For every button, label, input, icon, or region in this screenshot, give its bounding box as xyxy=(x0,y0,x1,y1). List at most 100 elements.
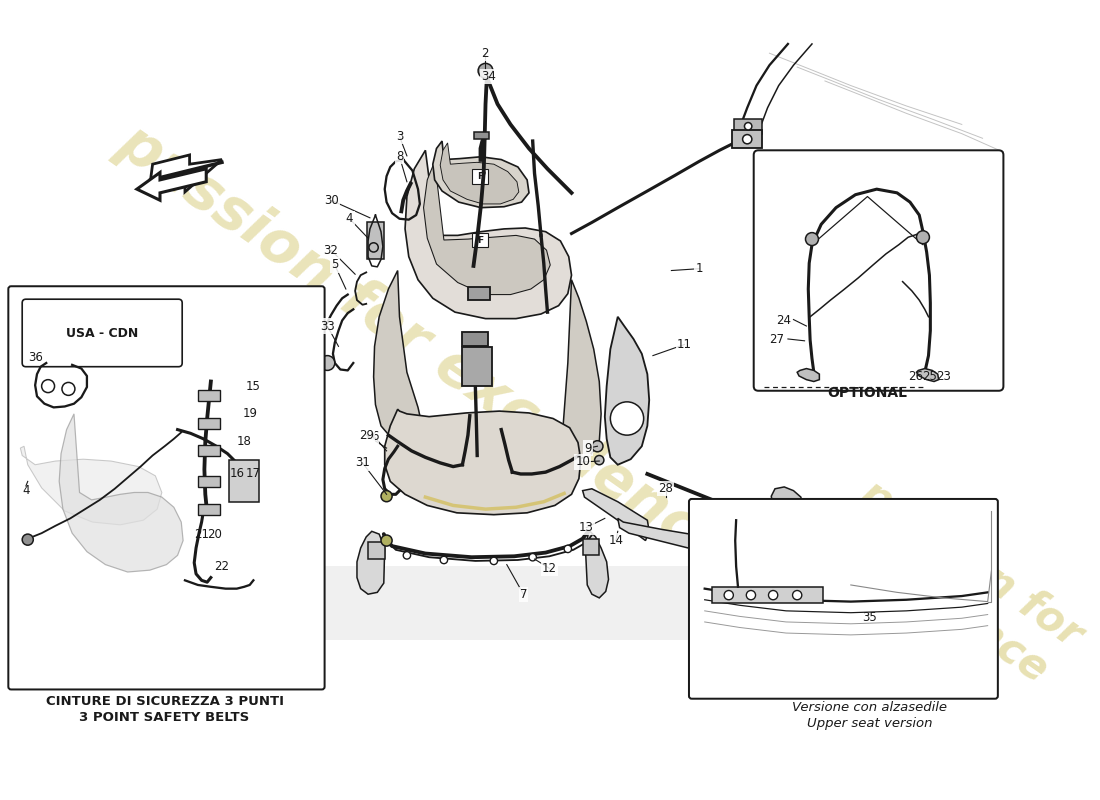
Polygon shape xyxy=(405,150,572,318)
Text: 30: 30 xyxy=(323,194,339,206)
Text: 6: 6 xyxy=(371,430,378,443)
Text: 14: 14 xyxy=(608,534,624,547)
Bar xyxy=(462,347,492,386)
Bar xyxy=(931,173,958,189)
Text: 18: 18 xyxy=(236,435,252,448)
Circle shape xyxy=(592,441,603,452)
Text: USA - CDN: USA - CDN xyxy=(66,327,138,340)
Text: F: F xyxy=(477,235,483,245)
Text: 19: 19 xyxy=(242,407,257,420)
Polygon shape xyxy=(562,280,601,460)
Circle shape xyxy=(381,535,392,546)
Polygon shape xyxy=(59,414,183,572)
Circle shape xyxy=(478,63,493,78)
Text: CINTURE DI SICUREZZA 3 PUNTI: CINTURE DI SICUREZZA 3 PUNTI xyxy=(45,695,284,708)
Text: 5: 5 xyxy=(331,258,339,271)
Text: 12: 12 xyxy=(542,562,557,575)
Polygon shape xyxy=(358,531,385,594)
Polygon shape xyxy=(150,155,222,192)
Bar xyxy=(733,130,762,149)
Bar xyxy=(462,331,488,346)
Bar xyxy=(198,476,220,487)
Bar xyxy=(472,233,488,247)
Circle shape xyxy=(42,380,55,393)
Circle shape xyxy=(610,402,643,435)
Polygon shape xyxy=(618,518,700,550)
Text: 8: 8 xyxy=(396,150,404,163)
Text: 23: 23 xyxy=(936,370,950,383)
Text: 31: 31 xyxy=(355,456,370,470)
Circle shape xyxy=(62,382,75,395)
Bar xyxy=(198,390,220,401)
Circle shape xyxy=(22,534,33,545)
Polygon shape xyxy=(583,489,649,541)
Text: 35: 35 xyxy=(862,611,877,624)
Text: Versione con alzasedile: Versione con alzasedile xyxy=(792,702,947,714)
Bar xyxy=(198,503,220,514)
Text: 28: 28 xyxy=(659,482,673,495)
Circle shape xyxy=(529,554,537,561)
Bar xyxy=(583,538,600,555)
Polygon shape xyxy=(424,162,550,294)
Text: 17: 17 xyxy=(246,467,261,481)
Polygon shape xyxy=(374,270,424,448)
Bar xyxy=(229,460,258,502)
Text: 25: 25 xyxy=(922,370,937,383)
Polygon shape xyxy=(585,531,608,598)
FancyBboxPatch shape xyxy=(9,286,324,690)
FancyBboxPatch shape xyxy=(754,150,1003,390)
Text: 20: 20 xyxy=(207,527,222,541)
Text: 13: 13 xyxy=(579,521,594,534)
FancyBboxPatch shape xyxy=(689,499,998,698)
Circle shape xyxy=(404,552,410,559)
Circle shape xyxy=(368,242,378,252)
Bar xyxy=(735,119,762,134)
Circle shape xyxy=(595,455,604,465)
Circle shape xyxy=(491,558,497,565)
Text: 4: 4 xyxy=(22,484,30,497)
Circle shape xyxy=(805,233,818,246)
Text: 3 POINT SAFETY BELTS: 3 POINT SAFETY BELTS xyxy=(79,710,250,724)
Circle shape xyxy=(769,590,778,600)
Circle shape xyxy=(792,590,802,600)
Text: 24: 24 xyxy=(776,314,791,327)
Text: 15: 15 xyxy=(246,380,261,393)
Circle shape xyxy=(564,545,572,553)
Circle shape xyxy=(320,356,334,370)
Text: 32: 32 xyxy=(323,244,339,257)
Text: 27: 27 xyxy=(769,334,784,346)
Text: F: F xyxy=(477,172,483,181)
Bar xyxy=(474,132,490,139)
Text: 29: 29 xyxy=(359,429,374,442)
Circle shape xyxy=(724,590,734,600)
Circle shape xyxy=(746,590,756,600)
Text: 21: 21 xyxy=(194,527,209,541)
Text: 4: 4 xyxy=(345,212,353,226)
Circle shape xyxy=(916,230,930,244)
Text: 33: 33 xyxy=(320,319,334,333)
Text: 3: 3 xyxy=(396,130,404,143)
Circle shape xyxy=(745,122,752,130)
Polygon shape xyxy=(916,369,938,382)
Polygon shape xyxy=(385,410,581,514)
Circle shape xyxy=(440,556,448,564)
Circle shape xyxy=(381,490,392,502)
Bar xyxy=(367,222,384,259)
Text: 11: 11 xyxy=(676,338,692,351)
Polygon shape xyxy=(20,446,162,525)
Text: passion for excellence 1985: passion for excellence 1985 xyxy=(108,114,891,686)
Polygon shape xyxy=(315,566,786,641)
Polygon shape xyxy=(440,143,519,204)
Text: passion for
excellence
1985: passion for excellence 1985 xyxy=(796,471,1090,735)
Text: 34: 34 xyxy=(481,70,496,83)
Text: 2: 2 xyxy=(481,46,488,60)
Polygon shape xyxy=(798,369,820,382)
Bar xyxy=(468,287,491,300)
Text: 10: 10 xyxy=(575,455,590,469)
Text: Upper seat version: Upper seat version xyxy=(806,717,932,730)
Polygon shape xyxy=(432,141,529,208)
Polygon shape xyxy=(771,487,803,520)
Bar xyxy=(712,587,823,603)
Text: 36: 36 xyxy=(28,351,43,364)
Text: 22: 22 xyxy=(214,560,230,573)
